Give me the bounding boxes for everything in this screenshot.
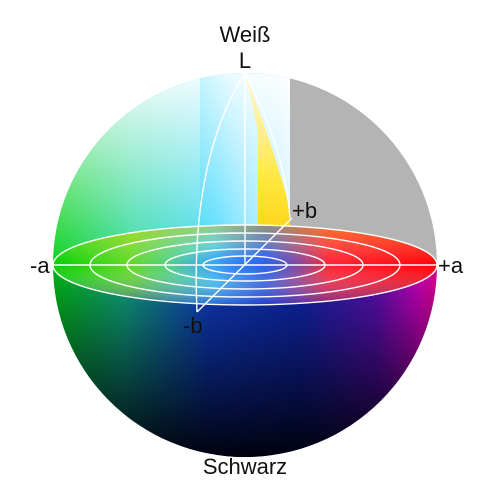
- meridian-front: [195, 72, 246, 313]
- sphere-body: [52, 72, 438, 457]
- label-minus-b: -b: [183, 313, 203, 338]
- cutaway-gray-region: [245, 73, 437, 265]
- label-weiss: Weiß: [220, 22, 271, 47]
- grid-lines: [52, 72, 438, 313]
- label-l-axis: L: [239, 48, 251, 73]
- label-schwarz: Schwarz: [203, 454, 287, 479]
- label-plus-a: +a: [438, 253, 464, 278]
- yellow-cut-wall: [245, 73, 290, 265]
- label-plus-b: +b: [292, 198, 317, 223]
- label-minus-a: -a: [30, 253, 50, 278]
- meridian-cut: [244, 72, 291, 219]
